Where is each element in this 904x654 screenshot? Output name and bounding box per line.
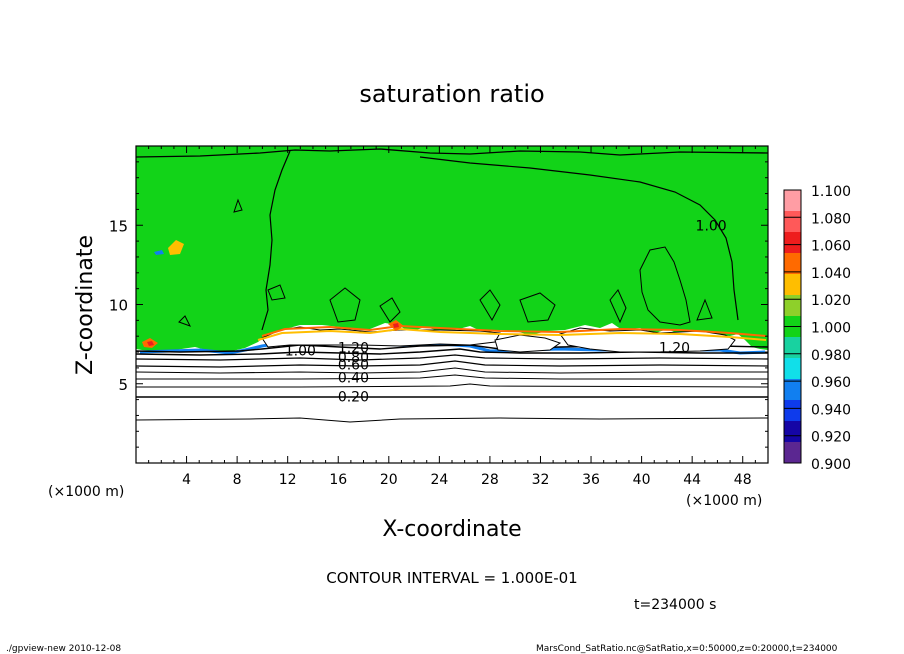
x-tick-label: 16 [329,472,347,488]
time-text: t=234000 s [634,597,716,613]
footer-left: ./gpview-new 2010-12-08 [6,644,121,654]
x-tick-label: 12 [279,472,297,488]
colorbar-swatch [784,274,801,296]
x-tick-label: 36 [582,472,600,488]
colorbar-label: 0.900 [811,457,851,473]
colorbar-label: 0.940 [811,402,851,418]
y-tick-label: 5 [118,376,128,394]
contour-label: 0.40 [338,370,369,386]
colorbar-swatch [784,295,801,317]
footer-right: MarsCond_SatRatio.nc@SatRatio,x=0:50000,… [536,644,838,654]
contour-label: 0.80 [338,350,369,366]
x-axis-unit-right: (×1000 m) [686,493,762,509]
contour-label: 1.20 [338,340,369,356]
colorbar-swatch [784,358,801,380]
colorbar-label: 1.000 [811,321,851,337]
plot-area [136,146,768,463]
contour-line-upper-plume [136,148,768,158]
axis-ticks [136,146,768,463]
supersaturation-patch-upper [168,240,184,255]
colorbar-swatch [784,253,801,275]
colorbar-label: 0.980 [811,348,851,364]
contour-line-right-loop [639,246,691,326]
contour-label: 1.00 [285,343,316,359]
x-tick-label: 8 [233,472,242,488]
colorbar-swatch [784,211,801,233]
colorbar-label: 0.920 [811,430,851,446]
contour-interval-text: CONTOUR INTERVAL = 1.000E-01 [326,569,577,587]
contour-line-0-40 [136,374,768,380]
y-tick-labels: 5 10 15 [109,217,128,394]
colorbar-swatch [784,232,801,254]
y-tick-label: 15 [109,217,128,235]
x-tick-label: 44 [683,472,701,488]
x-axis-label: X-coordinate [382,517,521,542]
contour-fragments-upper [178,198,713,327]
contour-label: 1.20 [659,340,690,356]
contour-line-right-arc [419,156,739,321]
colorbar-swatch [784,442,801,464]
contour-line-0-30 [136,383,768,388]
colorbar-label: 1.020 [811,293,851,309]
cloud-region-mid [494,334,562,353]
supersaturation-patch-center-inner [393,323,399,328]
contour-label: 1.00 [696,218,727,234]
contour-label: 0.20 [338,389,369,405]
colorbar-label: 1.080 [811,211,851,227]
colorbar-label: 0.960 [811,375,851,391]
contour-line-0-60 [136,360,768,368]
colorbar-swatch [784,190,801,212]
contour-line-0-10 [136,417,768,423]
x-tick-label: 40 [633,472,651,488]
subsaturated-patch-upper [154,250,164,255]
colorbar-swatch [784,379,801,401]
contour-line-0-50 [136,367,768,374]
x-tick-labels: 4 8 12 16 20 24 28 32 36 40 44 48 [182,472,752,488]
contour-line-0-80 [136,354,768,361]
saturated-region [136,146,768,352]
x-tick-label: 48 [734,472,752,488]
x-tick-label: 4 [182,472,191,488]
colorbar-label: 1.100 [811,184,851,200]
contour-label: 0.60 [338,358,369,374]
supersaturation-band-yellow [257,327,767,341]
colorbar-swatch [784,337,801,359]
colorbar-label: 1.060 [811,239,851,255]
x-axis-unit-left: (×1000 m) [48,484,124,500]
x-tick-label: 32 [532,472,550,488]
colorbar-labels: 1.100 1.080 1.060 1.040 1.020 1.000 0.980 0.960… [811,184,851,473]
supersaturation-band-orange [261,324,767,337]
y-tick-label: 10 [109,297,128,315]
y-axis-label: Z-coordinate [73,235,98,375]
colorbar-swatch [784,400,801,422]
contour-line-vertical-left [261,150,291,331]
x-tick-label: 24 [430,472,448,488]
chart-title: saturation ratio [359,80,544,108]
colorbar [783,189,802,464]
colorbar-swatch [784,421,801,443]
contour-labels: 1.20 1.00 0.800.600.40 0.20 1.20 1.00 [285,218,727,405]
colorbar-label: 1.040 [811,266,851,282]
x-tick-label: 20 [380,472,398,488]
x-tick-label: 28 [481,472,499,488]
supersaturation-patch-left-inner [147,341,154,346]
